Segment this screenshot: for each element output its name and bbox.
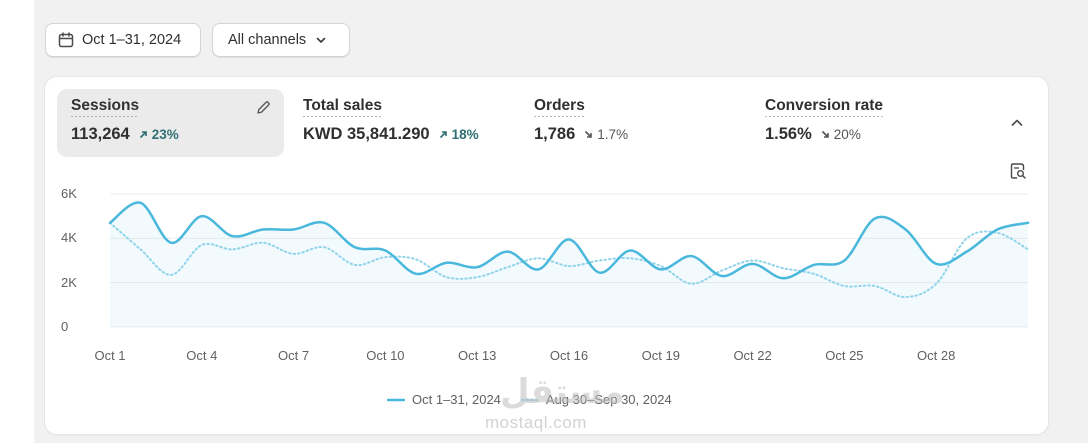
x-tick-label: Oct 19	[641, 348, 680, 363]
current-series-line	[108, 201, 1030, 280]
legend-label: Oct 1–31, 2024	[412, 392, 501, 407]
legend-item-current: Oct 1–31, 2024	[387, 392, 501, 407]
metric-change-value: 18%	[451, 127, 479, 142]
channel-filter-button[interactable]: All channels	[212, 23, 350, 57]
x-tick-label: Oct 28	[917, 348, 956, 363]
comparison-series-line	[109, 221, 1029, 299]
chevron-down-icon	[316, 37, 326, 43]
chart-analysis-icon[interactable]	[1009, 162, 1027, 180]
metric-change: 20%	[821, 127, 861, 142]
y-tick-label: 2K	[61, 274, 77, 290]
series-area-fill	[110, 202, 1028, 327]
date-range-label: Oct 1–31, 2024	[82, 32, 182, 48]
metric-tab-total-sales[interactable]: Total sales KWD 35,841.290 18%	[289, 89, 509, 157]
arrow-up-right-icon	[139, 131, 147, 139]
metric-value: 1.56%	[765, 125, 812, 143]
arrow-down-right-icon	[585, 130, 593, 138]
y-tick-label: 6K	[61, 186, 77, 201]
pencil-icon[interactable]	[254, 99, 272, 117]
calendar-icon	[58, 32, 74, 48]
sessions-line-chart	[108, 193, 1030, 328]
metric-label: Conversion rate	[765, 97, 884, 117]
watermark: mostaql.com	[485, 413, 587, 432]
metric-change: 1.7%	[584, 127, 628, 142]
chart-legend: Oct 1–31, 2024 Aug 30–Sep 30, 2024	[387, 392, 672, 407]
arrow-up-right-icon	[439, 131, 447, 139]
metric-change: 23%	[139, 127, 179, 142]
left-panel-edge	[0, 0, 34, 443]
x-tick-label: Oct 7	[278, 348, 310, 363]
arrow-down-right-icon	[821, 130, 829, 138]
metric-change: 18%	[439, 127, 479, 142]
legend-dotted-line	[520, 398, 539, 401]
metric-label: Total sales	[303, 97, 382, 117]
metric-change-value: 20%	[833, 127, 861, 142]
chevron-up-icon[interactable]	[1010, 116, 1024, 130]
metric-change-value: 1.7%	[597, 127, 629, 142]
y-tick-label: 4K	[61, 230, 77, 246]
watermark-arabic: مستقل	[500, 373, 625, 411]
x-tick-label: Oct 1	[94, 348, 126, 363]
sessions-chart-card: Sessions 113,264 23% Total sales KWD 35,…	[45, 77, 1048, 434]
x-tick-label: Oct 25	[825, 348, 864, 363]
x-tick-label: Oct 13	[458, 348, 497, 363]
metric-change-value: 23%	[151, 127, 179, 142]
metric-value: KWD 35,841.290	[303, 125, 430, 143]
metric-label: Orders	[534, 97, 585, 117]
legend-solid-line	[387, 398, 405, 401]
legend-item-comparison: Aug 30–Sep 30, 2024	[520, 392, 672, 407]
legend-label: Aug 30–Sep 30, 2024	[545, 392, 672, 407]
x-tick-label: Oct 10	[366, 348, 405, 363]
x-tick-label: Oct 16	[549, 348, 589, 363]
metric-tab-orders[interactable]: Orders 1,786 1.7%	[520, 89, 740, 157]
x-tick-label: Oct 4	[186, 348, 218, 363]
metric-tab-conversion-rate[interactable]: Conversion rate 1.56% 20%	[751, 89, 971, 157]
channel-filter-label: All channels	[228, 32, 307, 48]
metric-value: 1,786	[534, 125, 576, 143]
y-tick-label: 0	[61, 319, 69, 334]
x-tick-label: Oct 22	[733, 348, 772, 363]
metric-value: 113,264	[71, 125, 130, 143]
metric-tab-sessions[interactable]: Sessions 113,264 23%	[57, 89, 284, 157]
metric-label: Sessions	[71, 97, 140, 117]
date-range-button[interactable]: Oct 1–31, 2024	[45, 23, 201, 57]
